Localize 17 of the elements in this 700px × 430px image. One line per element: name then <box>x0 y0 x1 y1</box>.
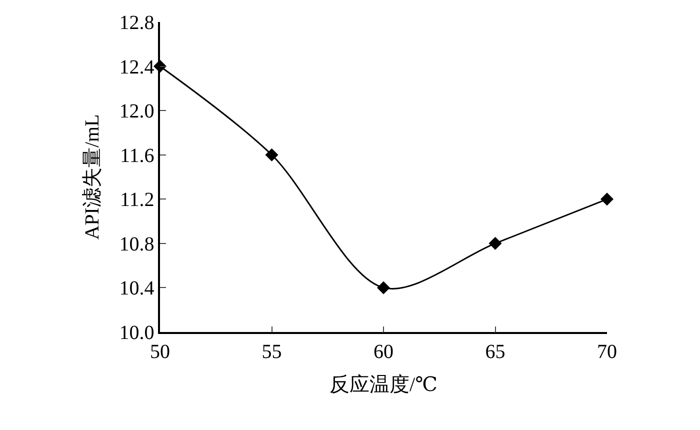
x-tick-label: 60 <box>374 340 394 363</box>
x-tick-label: 65 <box>485 340 506 363</box>
x-axis-title: 反应温度/℃ <box>330 374 438 396</box>
point <box>600 192 614 206</box>
point <box>377 281 390 294</box>
point <box>488 236 502 250</box>
y-tick-label: 12.8 <box>119 12 154 34</box>
y-tick-label: 10.8 <box>119 233 154 256</box>
y-tick-label: 11.2 <box>120 189 154 212</box>
y-tick-label: 12.4 <box>119 56 154 78</box>
x-tick-label: 55 <box>262 340 282 363</box>
y-tick-label: 10.4 <box>119 278 154 300</box>
y-axis-title: API滤失量/mL <box>81 114 104 240</box>
point <box>265 148 278 162</box>
x-tick-label: 70 <box>597 340 617 363</box>
y-tick-label: 12.0 <box>119 100 154 123</box>
y-tick-label: 11.6 <box>120 144 154 167</box>
